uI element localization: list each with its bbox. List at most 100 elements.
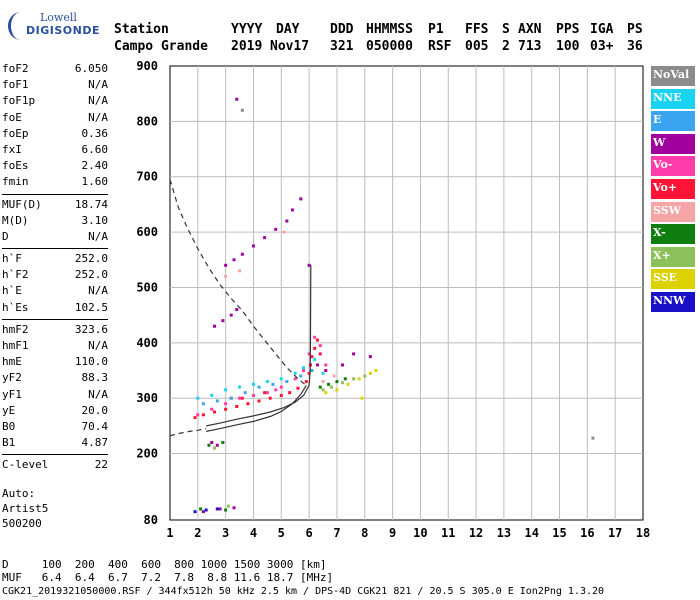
header-label-1: YYYY bbox=[231, 22, 263, 37]
file-info: CGK21_2019321050000.RSF / 344fx512h 50 k… bbox=[2, 586, 605, 597]
data-point-vo bbox=[324, 363, 328, 367]
param-value: 20.0 bbox=[81, 403, 109, 417]
header-label-10: IGA bbox=[590, 22, 614, 37]
data-point-vo bbox=[268, 396, 272, 400]
data-point-e bbox=[201, 402, 205, 406]
param-row: hmF2 323.6 bbox=[2, 323, 108, 339]
data-point-vo bbox=[313, 346, 317, 350]
param-row: h`F2 252.0 bbox=[2, 268, 108, 284]
data-point-x bbox=[363, 374, 367, 378]
param-value: N/A bbox=[88, 339, 108, 352]
param-key: D bbox=[2, 229, 9, 243]
data-point-vo bbox=[288, 391, 292, 395]
param-row: C-level 22 bbox=[2, 458, 108, 474]
data-point-w bbox=[299, 197, 303, 201]
data-point-sse bbox=[335, 388, 339, 392]
param-key: h`F2 bbox=[2, 268, 29, 282]
x-tick-label: 6 bbox=[306, 526, 313, 540]
data-point-e bbox=[243, 391, 247, 395]
param-key: hmE bbox=[2, 355, 22, 369]
header-value-6: 005 bbox=[465, 39, 489, 54]
data-point-w bbox=[218, 507, 222, 511]
header-value-2: Nov17 bbox=[270, 39, 310, 54]
data-point-vo bbox=[238, 396, 242, 400]
data-point-vo bbox=[307, 371, 311, 375]
param-value: N/A bbox=[88, 94, 108, 108]
header-value-4: 050000 bbox=[366, 39, 413, 54]
legend-item-e: E bbox=[651, 111, 695, 132]
param-row: foEp 0.36 bbox=[2, 127, 108, 143]
data-point-x bbox=[226, 504, 230, 508]
x-tick-label: 11 bbox=[441, 526, 455, 540]
param-value: N/A bbox=[88, 78, 108, 92]
param-row: B0 70.4 bbox=[2, 420, 108, 436]
param-value: 0.36 bbox=[81, 126, 109, 140]
data-point-vo bbox=[246, 402, 250, 406]
data-point-x bbox=[199, 507, 203, 511]
data-point-w bbox=[263, 236, 267, 240]
param-key: yE bbox=[2, 403, 16, 417]
header-label-0: Station bbox=[114, 22, 169, 37]
param-key: yF2 bbox=[2, 371, 22, 385]
param-key: h`E bbox=[2, 284, 22, 298]
data-point-vo bbox=[265, 391, 269, 395]
data-point-nne bbox=[224, 388, 228, 392]
header-value-8: 713 bbox=[518, 39, 542, 54]
data-point-x bbox=[321, 388, 325, 392]
data-point-vo bbox=[213, 410, 217, 414]
data-point-x bbox=[213, 446, 217, 450]
param-key: foF1 bbox=[2, 78, 29, 92]
legend-item-vo: Vo+ bbox=[651, 178, 695, 199]
x-tick-label: 2 bbox=[194, 526, 201, 540]
y-tick-label: 300 bbox=[136, 391, 158, 405]
param-separator bbox=[2, 454, 108, 456]
param-key: fmin bbox=[2, 175, 29, 189]
data-point-vo bbox=[193, 416, 197, 420]
data-point-w bbox=[229, 313, 233, 317]
param-key: foE bbox=[2, 110, 22, 124]
param-row: h`F 252.0 bbox=[2, 252, 108, 268]
legend-item-w: W bbox=[651, 133, 695, 154]
param-row: h`Es 102.5 bbox=[2, 301, 108, 317]
data-point-w bbox=[215, 443, 219, 447]
data-point-nne bbox=[196, 396, 200, 400]
header-value-0: Campo Grande bbox=[114, 39, 208, 54]
parameter-panel: foF2 6.050 foF1 N/A foF1p N/A foE N/A foEp 0.36 fx… bbox=[2, 62, 108, 475]
legend-item-sse: SSE bbox=[651, 269, 695, 290]
x-tick-label: 18 bbox=[636, 526, 650, 540]
data-point-e bbox=[299, 374, 303, 378]
y-tick-label: 80 bbox=[144, 513, 158, 527]
curve-profile bbox=[206, 265, 312, 427]
data-point-nne bbox=[238, 385, 242, 389]
data-point-ssw bbox=[224, 274, 228, 278]
distance-row: D 100 200 400 600 800 1000 1500 3000 [km… bbox=[2, 558, 327, 571]
header-value-10: 03+ bbox=[590, 39, 614, 54]
y-tick-label: 800 bbox=[136, 114, 158, 128]
data-point-vo bbox=[304, 380, 308, 384]
param-row: hmE 110.0 bbox=[2, 355, 108, 371]
header-label-8: AXN bbox=[518, 22, 542, 37]
auto-code: 500200 bbox=[2, 517, 42, 530]
header-label-4: HHMMSS bbox=[366, 22, 413, 37]
data-point-vo bbox=[313, 335, 317, 339]
header-value-3: 321 bbox=[330, 39, 354, 54]
data-point-w bbox=[210, 440, 214, 444]
x-tick-label: 1 bbox=[166, 526, 173, 540]
data-point-vo bbox=[240, 396, 244, 400]
x-tick-label: 15 bbox=[552, 526, 566, 540]
param-key: foEp bbox=[2, 126, 29, 140]
data-point-w bbox=[235, 97, 239, 101]
header-value-9: 100 bbox=[556, 39, 580, 54]
data-point-nne bbox=[251, 382, 255, 386]
data-point-vo bbox=[235, 405, 239, 408]
data-point-ssw bbox=[238, 269, 242, 273]
x-tick-label: 16 bbox=[580, 526, 594, 540]
param-value: 6.60 bbox=[81, 142, 109, 156]
param-value: 252.0 bbox=[74, 268, 108, 282]
data-point-vo bbox=[310, 355, 314, 359]
header-label-9: PPS bbox=[556, 22, 580, 37]
y-tick-label: 400 bbox=[136, 336, 158, 350]
data-point-x bbox=[318, 385, 322, 389]
param-key: hmF2 bbox=[2, 322, 29, 336]
